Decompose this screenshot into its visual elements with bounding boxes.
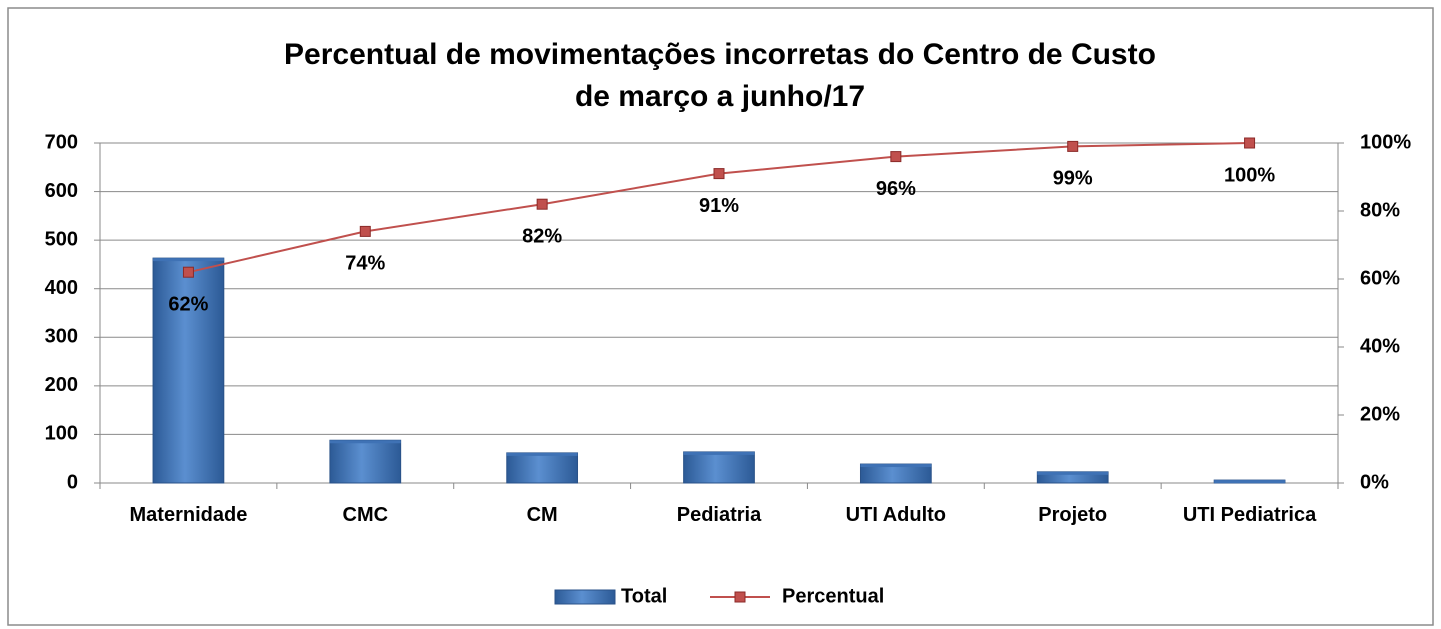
line-marker xyxy=(536,198,548,210)
data-label: 100% xyxy=(1224,164,1275,186)
bar xyxy=(506,452,579,484)
x-tick-label: UTI Adulto xyxy=(845,504,947,526)
legend-swatch xyxy=(554,589,616,605)
y2-tick-label: 40% xyxy=(1360,335,1400,357)
y2-tick-label: 20% xyxy=(1360,403,1400,425)
legend-label: Total xyxy=(621,585,667,607)
line-marker xyxy=(890,151,902,163)
y2-tick-label: 100% xyxy=(1360,131,1411,153)
bar-top xyxy=(329,440,401,444)
y-tick-label: 100 xyxy=(45,423,78,445)
data-label: 82% xyxy=(522,225,562,247)
bar-top xyxy=(506,452,578,456)
x-tick-label: Projeto xyxy=(1038,504,1108,526)
chart-title: de março a junho/17 xyxy=(575,80,865,113)
data-label: 62% xyxy=(168,293,208,315)
line-marker xyxy=(1244,137,1256,149)
data-label: 74% xyxy=(345,253,385,275)
legend-marker xyxy=(734,591,746,603)
x-tick-label: Maternidade xyxy=(129,504,248,526)
bar-top xyxy=(153,258,224,262)
bar-top xyxy=(683,451,755,455)
y2-tick-label: 60% xyxy=(1360,267,1400,289)
y-tick-label: 0 xyxy=(67,471,78,493)
legend-label: Percentual xyxy=(782,585,884,607)
y-tick-label: 200 xyxy=(45,374,78,396)
y-tick-label: 400 xyxy=(45,277,78,299)
bar-top xyxy=(860,464,932,468)
bar xyxy=(152,257,225,484)
chart-border xyxy=(7,7,1434,626)
x-tick-label: Pediatria xyxy=(676,504,762,526)
bar xyxy=(683,451,755,484)
data-label: 99% xyxy=(1053,168,1093,190)
bar-top xyxy=(1037,471,1109,475)
bar xyxy=(329,439,402,484)
line-marker xyxy=(359,225,371,237)
y-tick-label: 600 xyxy=(45,180,78,202)
line-marker xyxy=(182,266,194,278)
y2-tick-label: 80% xyxy=(1360,199,1400,221)
y-tick-label: 300 xyxy=(45,326,78,348)
line-marker xyxy=(1067,140,1079,152)
y-tick-label: 500 xyxy=(45,228,78,250)
chart-title: Percentual de movimentações incorretas d… xyxy=(284,38,1156,71)
data-label: 91% xyxy=(699,195,739,217)
bar-top xyxy=(1214,480,1285,483)
y2-tick-label: 0% xyxy=(1360,471,1389,493)
x-tick-label: CMC xyxy=(342,504,389,526)
y-tick-label: 700 xyxy=(45,131,78,153)
x-tick-label: UTI Pediatrica xyxy=(1182,504,1317,526)
x-tick-label: CM xyxy=(526,504,558,526)
line-marker xyxy=(713,168,725,180)
data-label: 96% xyxy=(876,178,916,200)
